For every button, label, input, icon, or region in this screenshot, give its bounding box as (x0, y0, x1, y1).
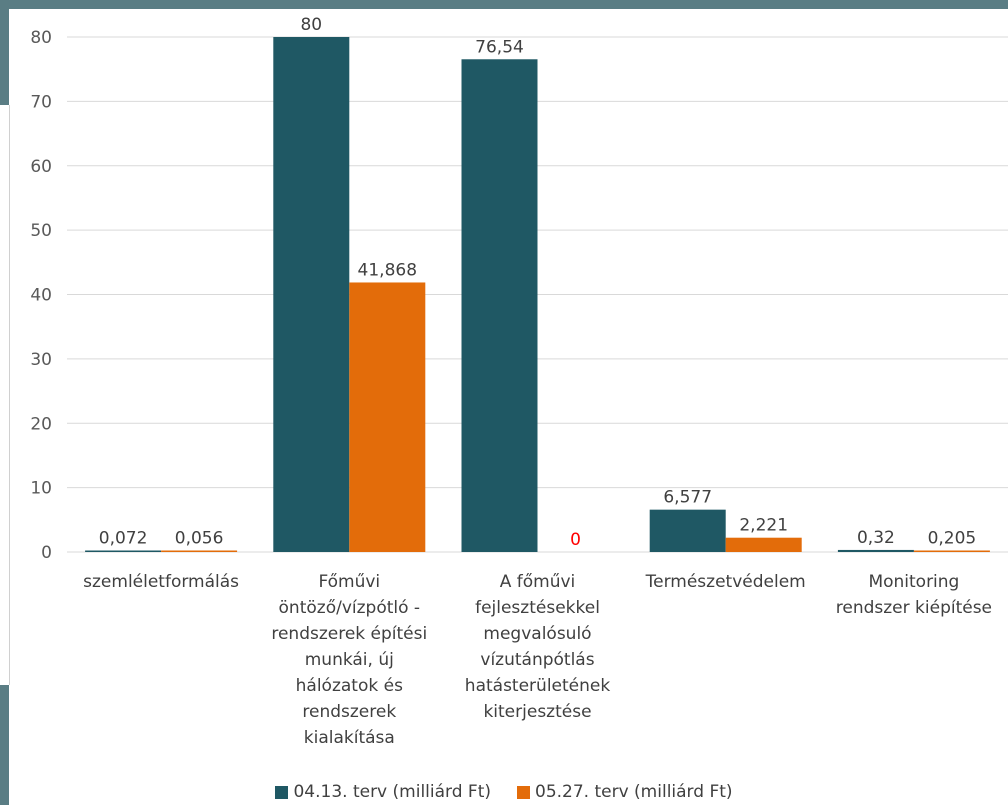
data-label: 0,32 (857, 528, 895, 548)
x-category-label: kialakítása (304, 728, 395, 748)
x-category-label: hálózatok és (296, 676, 403, 696)
x-category-label: öntöző/vízpótló - (279, 598, 421, 618)
data-label: 2,221 (739, 516, 788, 536)
legend-label-series-2: 05.27. terv (milliárd Ft) (535, 782, 733, 802)
y-tick-label: 20 (30, 414, 52, 434)
x-category-label: Főművi (318, 572, 380, 592)
data-label: 76,54 (475, 37, 524, 57)
bar-chart: 0 10 20 30 40 50 60 70 80 0,072 80 76,54 6,577 0,32 0,… (30, 15, 1008, 748)
x-category-label: munkái, új (305, 650, 394, 670)
bar-series-1 (837, 549, 914, 552)
x-category-label: hatásterületének (465, 676, 611, 696)
y-tick-label: 30 (30, 350, 52, 370)
x-category-label: vízutánpótlás (480, 650, 594, 670)
bar-series-1 (461, 59, 538, 553)
y-tick-label: 40 (30, 286, 52, 306)
x-category-label: A főművi (500, 572, 576, 592)
bar-series-2 (913, 550, 990, 552)
x-category-label: fejlesztésekkel (475, 598, 600, 618)
y-tick-label: 0 (41, 543, 52, 563)
bar-series-1 (85, 550, 162, 552)
y-tick-label: 60 (30, 157, 52, 177)
data-label: 0 (570, 530, 581, 550)
x-category-label: szemléletformálás (83, 572, 239, 592)
x-category-label: megvalósuló (483, 624, 591, 644)
y-tick-label: 10 (30, 479, 52, 499)
bar-series-1 (273, 37, 350, 552)
y-tick-label: 80 (30, 28, 52, 48)
bar-series-2 (161, 550, 238, 552)
x-category-label: kiterjesztése (483, 702, 591, 722)
legend-swatch-series-1 (275, 785, 289, 799)
x-category-label: rendszer kiépítése (836, 598, 992, 618)
y-tick-label: 50 (30, 221, 52, 241)
legend-item-series-1: 04.13. terv (milliárd Ft) (275, 782, 491, 802)
data-label: 41,868 (358, 260, 417, 280)
bar-series-2 (725, 537, 802, 552)
legend-item-series-2: 05.27. terv (milliárd Ft) (517, 782, 733, 802)
data-label: 0,056 (175, 529, 224, 549)
y-tick-label: 70 (30, 92, 52, 112)
legend-label-series-1: 04.13. terv (milliárd Ft) (293, 782, 491, 802)
data-label: 6,577 (663, 488, 712, 508)
x-category-label: rendszerek építési (271, 624, 427, 644)
legend-swatch-series-2 (517, 785, 530, 799)
bar-series-2 (349, 282, 426, 552)
legend: 04.13. terv (milliárd Ft) 05.27. terv (m… (0, 782, 1008, 802)
x-category-label: Monitoring (868, 572, 959, 592)
data-label: 80 (300, 15, 322, 35)
data-label: 0,072 (99, 529, 148, 549)
x-category-label: Természetvédelem (645, 572, 806, 592)
frame-left-notch (0, 105, 10, 685)
bar-series-1 (649, 509, 726, 552)
x-category-label: rendszerek (302, 702, 396, 722)
frame-top-border (0, 0, 1008, 9)
data-label: 0,205 (928, 529, 977, 549)
